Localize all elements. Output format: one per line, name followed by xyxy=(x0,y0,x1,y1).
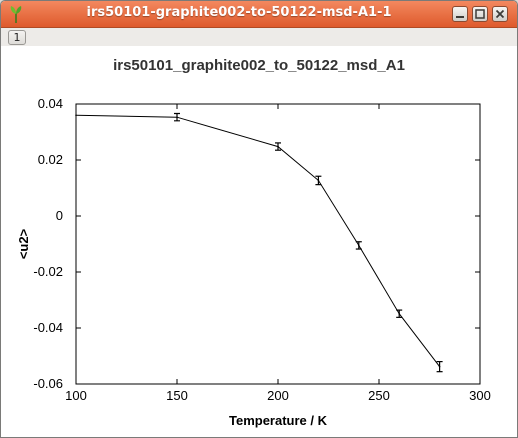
y-tick-label: -0.04 xyxy=(33,320,63,335)
app-icon xyxy=(10,6,22,23)
maximize-icon xyxy=(475,9,485,19)
close-button[interactable] xyxy=(492,6,508,22)
tab-1[interactable]: 1 xyxy=(8,30,26,45)
x-tick-label: 100 xyxy=(65,388,87,403)
x-tick-label: 250 xyxy=(368,388,390,403)
y-tick-label: 0.02 xyxy=(38,152,63,167)
x-tick-label: 150 xyxy=(166,388,188,403)
data-point xyxy=(438,365,441,368)
y-axis-label: <u2> xyxy=(16,228,31,259)
data-point xyxy=(176,116,178,118)
x-tick-label: 300 xyxy=(469,388,491,403)
y-tick-label: 0.04 xyxy=(38,96,63,111)
data-point xyxy=(398,312,401,315)
plot-area-container: 1 irs50101_graphite002_to_50122_msd_A1 1… xyxy=(1,28,517,437)
chart: irs50101_graphite002_to_50122_msd_A1 100… xyxy=(16,57,491,428)
minimize-icon xyxy=(456,16,464,18)
chart-title: irs50101_graphite002_to_50122_msd_A1 xyxy=(113,57,405,74)
y-tick-label: -0.02 xyxy=(33,264,63,279)
window-title: irs50101-graphite002-to-50122-msd-A1-1 xyxy=(86,5,392,20)
data-point xyxy=(358,244,360,247)
maximize-button[interactable] xyxy=(472,6,488,22)
data-point xyxy=(317,179,320,182)
x-axis-label: Temperature / K xyxy=(229,413,328,428)
data-point xyxy=(75,114,77,116)
y-tick-label: -0.06 xyxy=(33,376,63,391)
title-bar[interactable]: irs50101-graphite002-to-50122-msd-A1-1 xyxy=(1,1,517,28)
close-icon xyxy=(495,9,505,19)
minimize-button[interactable] xyxy=(452,6,468,22)
data-point xyxy=(277,145,279,148)
tab-bar: 1 xyxy=(1,28,517,46)
y-tick-label: 0 xyxy=(56,208,63,223)
x-tick-label: 200 xyxy=(267,388,289,403)
